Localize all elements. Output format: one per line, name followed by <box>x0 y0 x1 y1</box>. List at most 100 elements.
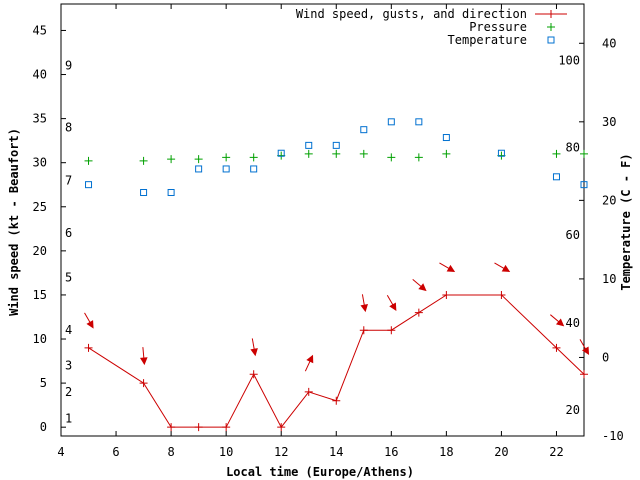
legend-label: Pressure <box>469 20 527 34</box>
y-tick-label: 40 <box>33 68 47 82</box>
temperature-point <box>552 173 560 181</box>
wind-speed-point <box>387 326 396 335</box>
temperature-point <box>167 189 175 197</box>
fahrenheit-label: 20 <box>566 403 580 417</box>
pressure-point <box>194 155 203 164</box>
pressure-point <box>222 153 231 162</box>
temperature-point <box>332 141 340 149</box>
legend-swatch-marker <box>547 36 555 44</box>
temperature-point <box>387 118 395 126</box>
temperature-point <box>277 149 285 157</box>
wind-speed-point <box>497 290 506 299</box>
wind-direction-arrow-head <box>446 264 456 272</box>
wind-direction-arrow-head <box>501 264 511 272</box>
pressure-point <box>414 153 423 162</box>
wind-speed-line <box>88 294 585 429</box>
x-tick-label: 16 <box>384 445 398 459</box>
temperature-point <box>85 181 93 189</box>
pressure-point <box>442 149 451 158</box>
x-tick-label: 12 <box>274 445 288 459</box>
wind-direction-arrow-head <box>389 302 397 311</box>
y2-tick-label: 20 <box>602 193 616 207</box>
plot-frame <box>60 3 585 437</box>
plot-frame-layer <box>60 3 585 437</box>
temperature-point <box>360 126 368 134</box>
wind-direction-arrow <box>439 262 456 272</box>
beaufort-label: 8 <box>65 120 72 134</box>
fahrenheit-label: 100 <box>558 54 580 68</box>
wind-speed-point <box>139 379 148 388</box>
pressure-point <box>552 149 561 158</box>
x-axis-label: Local time (Europe/Athens) <box>226 465 414 479</box>
y2-tick-label: 10 <box>602 272 616 286</box>
pressure-point <box>332 149 341 158</box>
y-tick-label: 15 <box>33 288 47 302</box>
wind-direction-arrow-head <box>418 283 427 292</box>
wind-direction-arrow <box>579 339 590 356</box>
wind-speed-point <box>222 423 231 432</box>
temperature-point <box>580 181 588 189</box>
pressure-point <box>84 156 93 165</box>
pressure-point <box>359 149 368 158</box>
y-tick-label: 35 <box>33 112 47 126</box>
temperature-point <box>140 189 148 197</box>
fahrenheit-label: 40 <box>566 316 580 330</box>
beaufort-label: 5 <box>65 270 72 284</box>
temperature-point <box>442 134 450 142</box>
y2-tick-label: -10 <box>602 429 624 443</box>
y-tick-label: 45 <box>33 23 47 37</box>
pressure-point <box>387 153 396 162</box>
x-tick-label: 8 <box>167 445 174 459</box>
series-layer <box>84 10 590 432</box>
temperature-point <box>415 118 423 126</box>
wind-direction-arrow <box>250 338 258 357</box>
wind-speed-point <box>414 308 423 317</box>
wind-direction-arrow <box>494 262 511 272</box>
wind-speed-point <box>194 423 203 432</box>
y-tick-label: 25 <box>33 200 47 214</box>
wind-speed-point <box>442 290 451 299</box>
beaufort-label: 4 <box>65 323 72 337</box>
x-tick-label: 18 <box>439 445 453 459</box>
wind-direction-arrow <box>140 347 148 366</box>
wind-direction-arrow-head <box>140 357 148 366</box>
wind-direction-arrow-head <box>306 354 314 364</box>
wind-direction-arrow <box>412 279 427 292</box>
wind-direction-arrow <box>360 294 368 313</box>
pressure-point <box>167 155 176 164</box>
temperature-point <box>305 141 313 149</box>
fahrenheit-label: 80 <box>566 141 580 155</box>
y2-axis-label: Temperature (C - F) <box>619 153 633 290</box>
wind-speed-point <box>580 370 588 379</box>
legend-swatch-marker <box>547 23 555 31</box>
wind-speed-point <box>552 343 561 352</box>
temperature-point <box>497 149 505 157</box>
y-tick-label: 30 <box>33 156 47 170</box>
wind-speed-point <box>277 423 286 432</box>
y-axis-label: Wind speed (kt - Beaufort) <box>7 128 21 316</box>
wind-speed-point <box>249 370 258 379</box>
wind-direction-arrow-head <box>250 348 258 357</box>
pressure-point <box>304 149 313 158</box>
legend-label: Wind speed, gusts, and direction <box>296 7 527 21</box>
wind-direction-arrow-head <box>581 346 590 356</box>
wind-speed-point <box>84 343 93 352</box>
temperature-point <box>222 165 230 173</box>
wind-speed-point <box>332 396 341 405</box>
x-tick-label: 20 <box>494 445 508 459</box>
wind-direction-arrow <box>550 314 565 327</box>
beaufort-label: 9 <box>65 59 72 73</box>
wind-speed-point <box>304 387 313 396</box>
x-tick-label: 4 <box>57 445 64 459</box>
wind-direction-arrow <box>304 354 314 372</box>
beaufort-label: 1 <box>65 411 72 425</box>
wind-speed-point <box>359 326 368 335</box>
y-tick-label: 5 <box>40 376 47 390</box>
temperature-point <box>250 165 258 173</box>
pressure-point <box>249 153 258 162</box>
pressure-point <box>139 156 148 165</box>
x-tick-label: 14 <box>329 445 343 459</box>
legend-label: Temperature <box>448 33 527 47</box>
pressure-point <box>580 149 588 158</box>
